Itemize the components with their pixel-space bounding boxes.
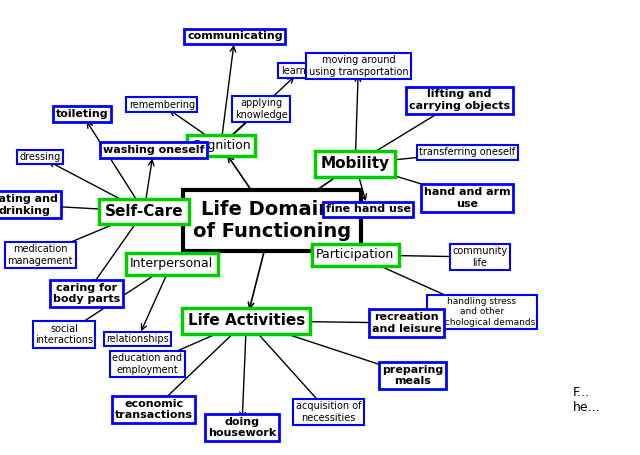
Text: education and
employment: education and employment <box>112 353 182 375</box>
Text: moving around
using transportation: moving around using transportation <box>308 55 408 77</box>
Text: toileting: toileting <box>56 109 108 119</box>
Text: washing oneself: washing oneself <box>103 145 204 155</box>
Text: communicating: communicating <box>187 31 283 41</box>
Text: recreation
and leisure: recreation and leisure <box>372 312 441 334</box>
Text: Interpersonal: Interpersonal <box>130 258 213 270</box>
Text: F...
he...: F... he... <box>573 386 600 415</box>
Text: learning: learning <box>281 66 321 76</box>
Text: Mobility: Mobility <box>321 157 390 171</box>
Text: eating and
drinking: eating and drinking <box>0 194 58 216</box>
Text: Participation: Participation <box>316 248 394 261</box>
Text: lifting and
carrying objects: lifting and carrying objects <box>409 89 510 111</box>
Text: applying
knowledge: applying knowledge <box>235 98 287 120</box>
Text: caring for
body parts: caring for body parts <box>52 283 120 304</box>
Text: acquisition of
necessities: acquisition of necessities <box>296 401 361 423</box>
Text: relationships: relationships <box>106 334 169 344</box>
Text: Self-Care: Self-Care <box>105 204 183 219</box>
Text: remembering: remembering <box>129 100 195 110</box>
Text: dressing: dressing <box>20 152 61 162</box>
Text: economic
transactions: economic transactions <box>115 399 193 420</box>
Text: preparing
meals: preparing meals <box>382 364 444 386</box>
Text: doing
housework: doing housework <box>208 417 276 439</box>
Text: handling stress
and other
psychological demands: handling stress and other psychological … <box>429 297 535 327</box>
Text: medication
management: medication management <box>8 244 73 266</box>
Text: community
life: community life <box>452 246 508 268</box>
Text: Life Domains
of Functioning: Life Domains of Functioning <box>193 200 351 241</box>
Text: social
interactions: social interactions <box>35 324 93 345</box>
Text: Life Activities: Life Activities <box>188 313 305 328</box>
Text: fine hand use: fine hand use <box>326 204 410 214</box>
Text: transferring oneself: transferring oneself <box>419 147 515 157</box>
Text: hand and arm
use: hand and arm use <box>424 187 511 209</box>
Text: Cognition: Cognition <box>191 139 251 152</box>
